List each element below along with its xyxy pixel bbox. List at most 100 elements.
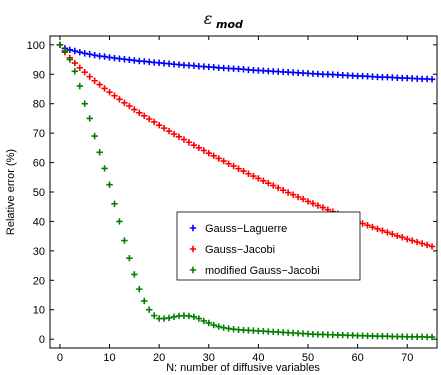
legend: Gauss−Laguerre Gauss−Jacobi modified Gauss…	[176, 211, 361, 281]
data-point	[294, 193, 302, 201]
y-tick-label: 80	[33, 99, 45, 111]
data-point	[86, 51, 93, 58]
data-point	[81, 100, 88, 107]
data-point	[265, 179, 272, 187]
y-tick-label: 60	[33, 158, 45, 170]
data-point	[106, 181, 113, 188]
plot-area	[49, 35, 438, 349]
data-point	[359, 220, 366, 227]
chart-title-symbol: ε	[204, 9, 213, 28]
chart-title-subscript: mod	[216, 18, 243, 31]
data-point	[141, 297, 148, 305]
data-point	[71, 68, 79, 75]
data-point	[116, 96, 123, 103]
data-point	[250, 172, 257, 180]
data-point	[86, 73, 93, 80]
y-axis: 0 10 20 30 40 50 60 70 80 90 100	[27, 40, 437, 346]
data-point	[428, 243, 436, 250]
legend-label: modified Gauss−Jacobi	[205, 265, 320, 277]
data-point	[195, 315, 203, 322]
series-3	[56, 41, 436, 341]
data-point	[255, 175, 262, 182]
data-point	[121, 237, 128, 244]
legend-marker	[189, 266, 197, 274]
data-point	[150, 312, 158, 319]
data-point	[408, 237, 416, 244]
data-point	[205, 149, 212, 157]
data-point	[136, 109, 143, 117]
data-point	[86, 115, 93, 122]
y-axis-label: Relative error (%)	[5, 149, 17, 235]
data-point	[160, 124, 168, 132]
x-axis-label: N: number of diffusive variables	[166, 362, 320, 374]
data-point	[131, 271, 138, 278]
data-point	[170, 130, 178, 138]
data-point	[165, 314, 173, 322]
data-point	[91, 77, 98, 84]
data-point	[369, 223, 376, 231]
data-point	[76, 64, 83, 71]
data-point	[101, 85, 108, 92]
data-point	[195, 144, 203, 152]
data-point	[141, 112, 148, 119]
data-point	[185, 312, 193, 320]
data-point	[91, 51, 98, 59]
legend-marker	[189, 224, 197, 232]
x-tick-label: 40	[252, 352, 264, 364]
data-point	[240, 167, 247, 175]
series-1	[56, 41, 436, 83]
data-point	[200, 147, 208, 154]
data-point	[146, 306, 153, 313]
data-point	[215, 323, 222, 330]
data-point	[413, 238, 421, 246]
data-point	[165, 127, 173, 135]
data-point	[275, 184, 282, 192]
data-point	[319, 204, 327, 211]
data-point	[150, 118, 158, 126]
data-point	[225, 160, 232, 167]
data-series	[56, 41, 436, 341]
data-point	[121, 99, 128, 107]
data-point	[428, 333, 436, 341]
data-point	[131, 106, 138, 113]
y-tick-label: 90	[33, 69, 45, 81]
data-point	[389, 230, 396, 238]
data-point	[116, 218, 123, 225]
data-point	[210, 152, 217, 159]
y-tick-label: 30	[33, 246, 45, 258]
data-point	[404, 235, 411, 243]
data-point	[220, 324, 227, 331]
data-point	[91, 132, 98, 140]
data-point	[126, 102, 133, 110]
data-point	[76, 82, 83, 90]
data-point	[270, 182, 277, 189]
data-point	[260, 177, 267, 185]
data-point	[175, 133, 183, 140]
data-point	[76, 48, 83, 56]
data-point	[61, 47, 69, 54]
y-tick-label: 0	[39, 334, 45, 346]
data-point	[56, 41, 64, 49]
x-tick-label: 10	[103, 352, 115, 364]
x-tick-label: 60	[351, 352, 363, 364]
data-point	[399, 234, 406, 241]
data-point	[418, 240, 426, 247]
data-point	[215, 155, 222, 162]
data-point	[245, 170, 252, 177]
data-point	[136, 285, 143, 293]
data-point	[71, 59, 79, 67]
data-point	[299, 195, 307, 203]
data-point	[423, 241, 431, 249]
legend-marker	[189, 245, 197, 253]
data-point	[230, 162, 237, 170]
y-tick-label: 50	[33, 187, 45, 199]
x-tick-label: 50	[302, 352, 314, 364]
data-point	[66, 56, 74, 63]
data-point	[374, 225, 381, 232]
y-tick-label: 70	[33, 128, 45, 140]
data-point	[101, 53, 108, 60]
data-point	[185, 139, 193, 146]
data-point	[304, 198, 312, 205]
data-point	[96, 81, 103, 88]
data-point	[81, 69, 88, 76]
